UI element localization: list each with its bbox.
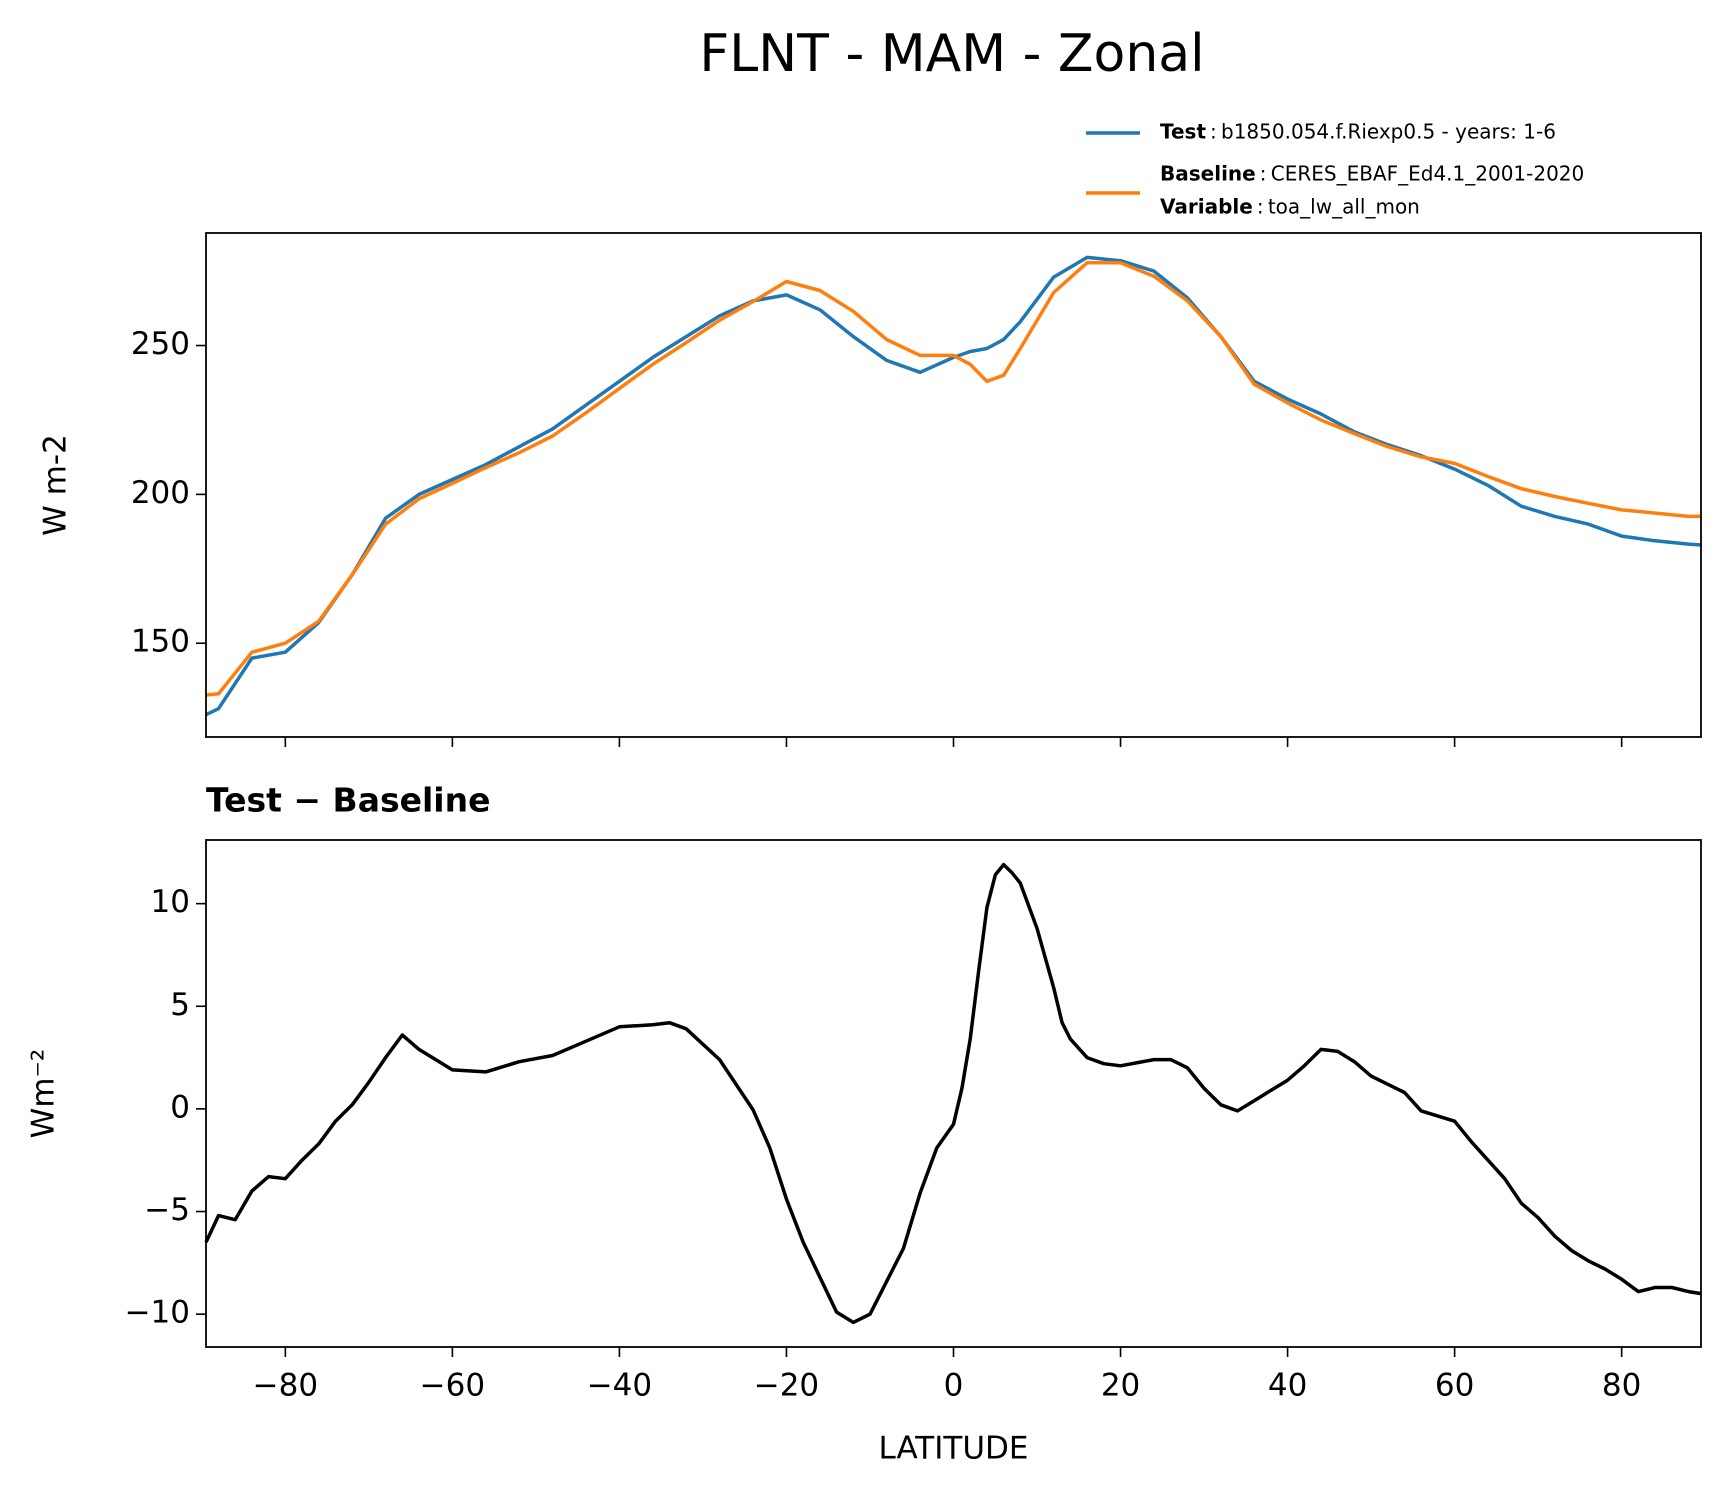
axes-frame [205, 232, 1702, 738]
legend-name: Baseline [1160, 162, 1256, 186]
legend-label: toa_lw_all_mon [1268, 195, 1420, 219]
x-tick-label: −20 [754, 1368, 819, 1404]
y-axis-label: Wm⁻² [26, 1049, 62, 1139]
legend-separator: : [1210, 120, 1217, 144]
x-tick-label: −40 [587, 1368, 652, 1404]
y-tick-label: −5 [144, 1192, 190, 1228]
data-line [205, 255, 1702, 717]
legend-label: CERES_EBAF_Ed4.1_2001-2020 [1271, 162, 1585, 186]
x-tick-label: 20 [1101, 1368, 1140, 1404]
y-tick-label: 250 [131, 326, 190, 362]
legend-name: Variable [1160, 195, 1253, 219]
x-tick-label: 40 [1268, 1368, 1307, 1404]
x-tick-label: −60 [420, 1368, 485, 1404]
y-tick-label: 0 [170, 1089, 190, 1125]
data-line [204, 862, 1702, 1325]
legend-separator: : [1257, 195, 1264, 219]
legend-label: b1850.054.f.Riexp0.5 - years: 1-6 [1221, 120, 1556, 144]
x-axis-label: LATITUDE [879, 1431, 1029, 1467]
axes-frame [205, 839, 1702, 1348]
legend-name: Test [1160, 120, 1206, 144]
x-tick-label: 0 [944, 1368, 964, 1404]
data-line [205, 261, 1701, 697]
axes-title: Test − Baseline [206, 781, 491, 820]
y-tick-label: 10 [151, 884, 190, 920]
legend-separator: : [1260, 162, 1267, 186]
y-axis-label: W m-2 [38, 434, 74, 536]
y-tick-label: −10 [125, 1295, 190, 1331]
y-tick-label: 5 [170, 987, 190, 1023]
y-tick-label: 150 [131, 624, 190, 660]
figure-title: FLNT - MAM - Zonal [699, 24, 1204, 84]
x-tick-label: 80 [1602, 1368, 1641, 1404]
y-tick-label: 200 [131, 475, 190, 511]
x-tick-label: 60 [1435, 1368, 1474, 1404]
x-tick-label: −80 [253, 1368, 318, 1404]
